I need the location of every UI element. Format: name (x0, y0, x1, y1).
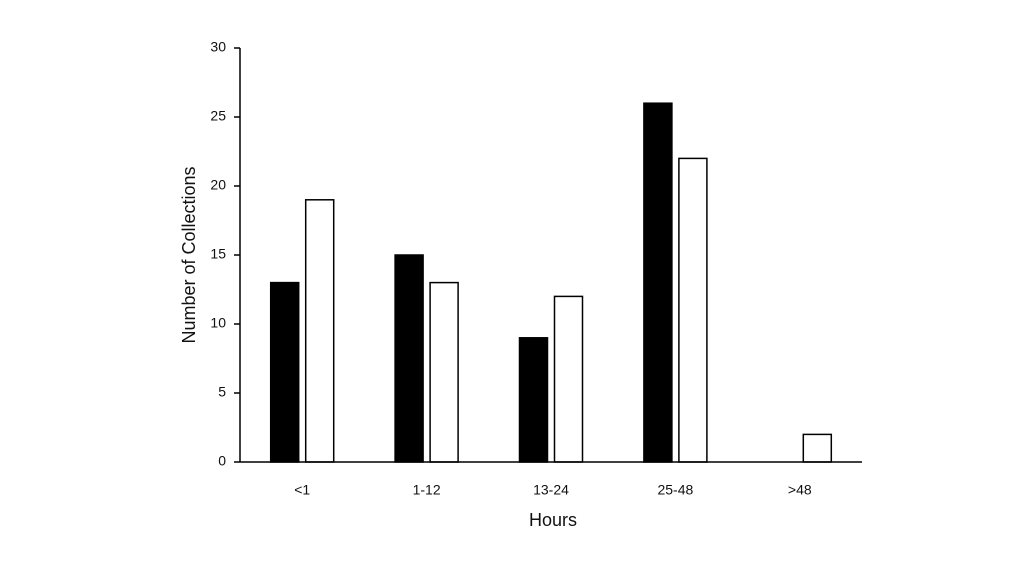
bar (304, 199, 335, 463)
y-tick-label: 15 (210, 246, 226, 262)
bar (518, 337, 549, 463)
bar (553, 295, 584, 463)
x-tick-label: >48 (788, 482, 812, 498)
y-tick-label: 25 (210, 108, 226, 124)
y-tick-label: 20 (210, 177, 226, 193)
x-tick-label: 1-12 (413, 482, 441, 498)
x-tick-label: 25-48 (657, 482, 693, 498)
x-axis-title: Hours (529, 510, 577, 530)
y-tick-label: 30 (210, 39, 226, 55)
bar (643, 102, 673, 463)
y-axis-title: Number of Collections (179, 166, 199, 343)
bar (269, 281, 300, 463)
y-tick-label: 5 (218, 384, 226, 400)
x-tick-label: <1 (294, 482, 310, 498)
x-tick-label: 13-24 (533, 482, 569, 498)
bar (802, 433, 833, 463)
y-tick-label: 0 (218, 453, 226, 469)
bar (394, 254, 424, 463)
y-tick-label: 10 (210, 315, 226, 331)
bar (429, 281, 459, 463)
bar (678, 157, 708, 463)
